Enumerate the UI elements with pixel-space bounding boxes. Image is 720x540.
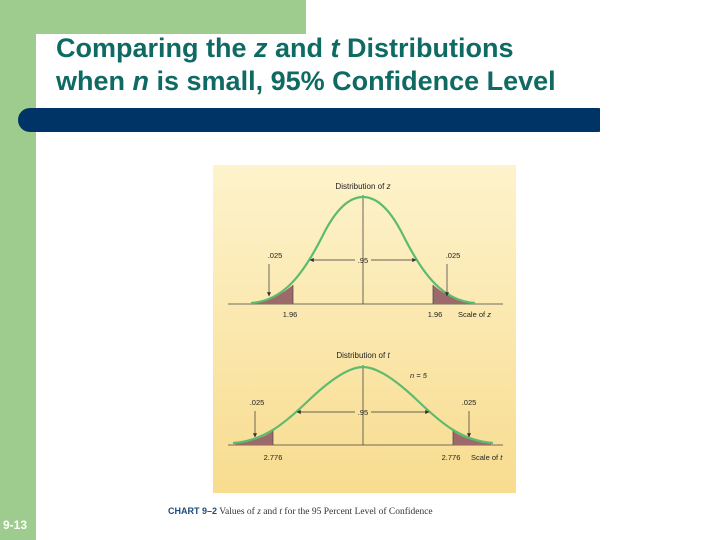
t-distribution-panel: Distribution of t n = 5 .025 .025 .95 2.… — [228, 351, 503, 462]
z-heading: Distribution of z — [335, 182, 390, 191]
z-right-tail-label: .025 — [446, 251, 461, 260]
z-left-tail-label: .025 — [268, 251, 283, 260]
title-line-1: Comparing the z and t Distributions — [56, 33, 514, 63]
z-left-tail — [253, 285, 293, 304]
t-curve — [232, 365, 494, 445]
t-right-crit-label: 2.776 — [442, 453, 461, 462]
t-left-crit-label: 2.776 — [264, 453, 283, 462]
slide-number: 9-13 — [3, 518, 28, 532]
z-right-crit-label: 1.96 — [428, 310, 443, 319]
z-distribution-panel: Distribution of z .025 .025 .95 1.96 1.9… — [228, 182, 503, 319]
t-n-label: n = 5 — [410, 371, 428, 380]
z-scale-label: Scale of z — [458, 310, 491, 319]
t-heading: Distribution of t — [336, 351, 390, 360]
t-left-tail-label: .025 — [250, 398, 265, 407]
distribution-svg: Distribution of z .025 .025 .95 1.96 1.9… — [213, 165, 516, 493]
distribution-figure: Distribution of z .025 .025 .95 1.96 1.9… — [213, 165, 516, 493]
top-accent-bar — [0, 0, 306, 34]
slide-title: Comparing the z and t Distributions when… — [56, 32, 706, 98]
z-curve — [250, 195, 476, 305]
figure-caption: CHART 9–2 Values of z and t for the 95 P… — [168, 506, 433, 517]
left-accent-bar — [0, 0, 36, 540]
z-center-label: .95 — [358, 256, 368, 265]
title-line-2: when n is small, 95% Confidence Level — [56, 66, 556, 96]
t-left-tail — [235, 431, 273, 445]
t-right-tail — [453, 431, 491, 445]
t-scale-label: Scale of t — [471, 453, 503, 462]
z-right-tail — [433, 285, 473, 304]
title-rule-end — [600, 108, 620, 132]
t-center-label: .95 — [358, 408, 368, 417]
z-left-crit-label: 1.96 — [283, 310, 298, 319]
title-rule — [18, 108, 610, 132]
t-right-tail-label: .025 — [462, 398, 477, 407]
